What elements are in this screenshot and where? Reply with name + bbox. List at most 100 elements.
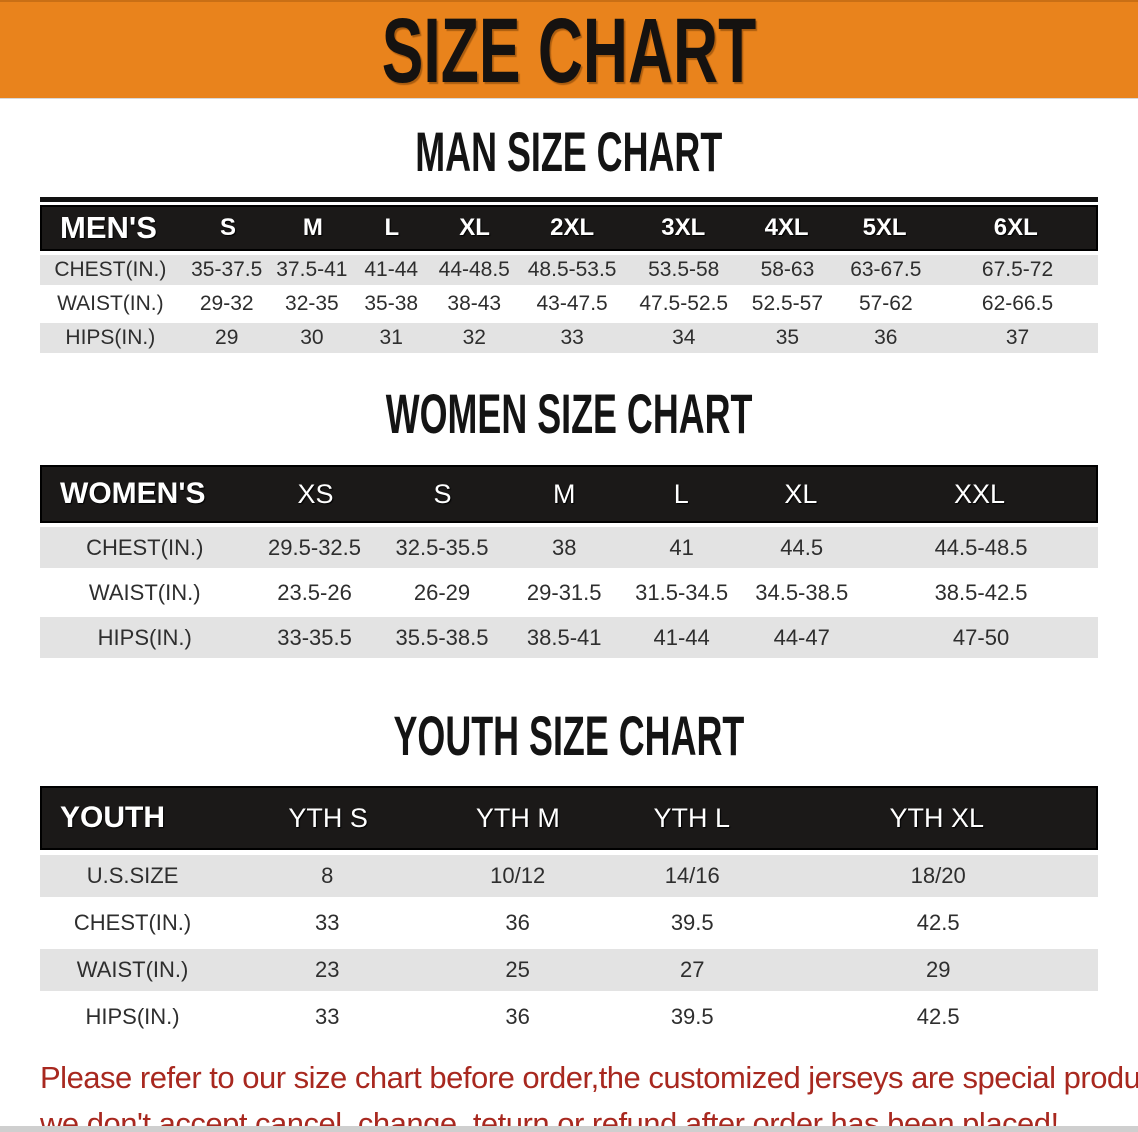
- men-size-table: MEN'S S M L XL 2XL 3XL 4XL 5XL 6XL CHEST(IN.) 35-37…: [40, 197, 1098, 353]
- table-row: CHEST(IN.) 29.5-32.5 32.5-35.5 38 41 44.5 44.5…: [40, 527, 1098, 568]
- table-cell: 30: [300, 326, 324, 349]
- column-header: YTH M: [475, 802, 560, 833]
- row-label: HIPS(IN.): [85, 1004, 180, 1029]
- column-header: M: [302, 214, 323, 241]
- table-cell: 29-32: [199, 292, 254, 315]
- table-cell: 43-47.5: [536, 292, 608, 315]
- youth-section-heading-text: YOUTH SIZE CHART: [393, 704, 745, 768]
- table-cell: 39.5: [670, 1004, 714, 1029]
- table-cell: 14/16: [664, 863, 720, 888]
- table-cell: 42.5: [916, 910, 960, 935]
- table-cell: 31.5-34.5: [635, 579, 729, 605]
- page-title: SIZE CHART: [381, 0, 757, 102]
- table-header-row: WOMEN'S XS S M L XL XXL: [40, 465, 1098, 523]
- column-header: YTH XL: [889, 802, 985, 833]
- table-header-label: WOMEN'S: [60, 477, 206, 510]
- table-row: HIPS(IN.) 33-35.5 35.5-38.5 38.5-41 41-44 44-…: [40, 617, 1098, 658]
- table-cell: 41-44: [653, 624, 710, 650]
- table-cell: 57-62: [858, 292, 913, 315]
- column-header: S: [433, 478, 452, 509]
- table-cell: 47-50: [952, 624, 1010, 650]
- table-cell: 27: [679, 957, 705, 982]
- table-cell: 47.5-52.5: [639, 292, 729, 315]
- column-header: YTH S: [288, 802, 368, 833]
- banner: SIZE CHART: [0, 0, 1138, 101]
- row-label: U.S.SIZE: [86, 863, 179, 888]
- column-header: XL: [784, 478, 818, 509]
- table-cell: 39.5: [670, 910, 714, 935]
- table-cell: 44.5: [780, 534, 824, 560]
- table-row: CHEST(IN.) 33 36 39.5 42.5: [40, 902, 1098, 944]
- table-cell: 34: [672, 326, 696, 349]
- table-cell: 62-66.5: [981, 292, 1054, 315]
- table-cell: 29: [215, 326, 239, 349]
- table-cell: 63-67.5: [850, 258, 922, 281]
- row-label: WAIST(IN.): [76, 957, 189, 982]
- table-cell: 23: [314, 957, 340, 982]
- man-section-heading-text: MAN SIZE CHART: [415, 120, 723, 184]
- row-label: WAIST(IN.): [57, 292, 164, 315]
- table-cell: 38: [551, 534, 577, 560]
- table-cell: 38.5-41: [526, 624, 602, 650]
- table-header-row: YOUTH YTH S YTH M YTH L YTH XL: [40, 786, 1098, 850]
- table-cell: 35: [775, 326, 800, 349]
- table-cell: 36: [505, 910, 530, 935]
- row-label: CHEST(IN.): [54, 258, 167, 281]
- table-cell: 42.5: [916, 1004, 960, 1029]
- table-cell: 37: [1005, 326, 1030, 349]
- table-row: HIPS(IN.) 29 30 31 32 33 34 35 36 37: [40, 323, 1098, 353]
- column-header: XL: [459, 214, 490, 241]
- row-label: CHEST(IN.): [73, 910, 192, 935]
- table-cell: 31: [379, 326, 403, 349]
- table-cell: 41-44: [364, 258, 419, 281]
- table-cell: 44.5-48.5: [934, 534, 1028, 560]
- table-cell: 32.5-35.5: [395, 534, 489, 560]
- table-header-label: YOUTH: [60, 801, 165, 834]
- table-cell: 36: [874, 326, 898, 349]
- table-cell: 34.5-38.5: [755, 579, 849, 605]
- table-cell: 38.5-42.5: [934, 579, 1028, 605]
- table-cell: 23.5-26: [277, 579, 352, 605]
- table-cell: 33: [314, 1004, 340, 1029]
- column-header: 2XL: [550, 214, 595, 241]
- women-section-heading-text: WOMEN SIZE CHART: [385, 382, 753, 446]
- column-header: 3XL: [661, 214, 706, 241]
- table-cell: 35-37.5: [191, 258, 263, 281]
- table-cell: 38-43: [447, 292, 502, 315]
- table-body: U.S.SIZE 8 10/12 14/16 18/20 CHEST(IN.) 33 36 39…: [40, 855, 1098, 1038]
- table-cell: 41: [669, 534, 694, 560]
- table-cell: 58-63: [760, 258, 815, 281]
- column-header: XS: [297, 478, 334, 509]
- table-cell: 29.5-32.5: [268, 534, 362, 560]
- table-cell: 8: [321, 863, 334, 888]
- table-cell: 52.5-57: [751, 292, 824, 315]
- row-label: HIPS(IN.): [97, 624, 192, 650]
- table-cell: 44-48.5: [438, 258, 510, 281]
- column-header: YTH L: [653, 802, 731, 833]
- row-label: WAIST(IN.): [88, 579, 201, 605]
- table-cell: 35.5-38.5: [395, 624, 489, 650]
- table-header-label: MEN'S: [60, 210, 157, 245]
- youth-size-table: YOUTH YTH S YTH M YTH L YTH XL U.S.SIZE 8 10/12…: [40, 786, 1098, 1038]
- youth-section-heading: YOUTH SIZE CHART: [0, 707, 1138, 765]
- disclaimer: Please refer to our size chart before or…: [40, 1055, 1138, 1132]
- table-cell: 29-31.5: [526, 579, 602, 605]
- table-cell: 33: [560, 326, 584, 349]
- table-cell: 53.5-58: [648, 258, 720, 281]
- row-label: CHEST(IN.): [86, 534, 204, 560]
- table-cell: 33: [314, 910, 340, 935]
- table-row: WAIST(IN.) 23.5-26 26-29 29-31.5 31.5-34.5 34…: [40, 572, 1098, 613]
- column-header: L: [384, 214, 400, 241]
- bottom-edge-strip: [0, 1126, 1138, 1132]
- table-cell: 32-35: [285, 292, 339, 315]
- table-cell: 44-47: [773, 624, 830, 650]
- table-cell: 37.5-41: [276, 258, 348, 281]
- column-header: L: [673, 478, 689, 509]
- table-row: WAIST(IN.) 29-32 32-35 35-38 38-43 43-47.5 47.…: [40, 289, 1098, 319]
- column-header: XXL: [953, 478, 1005, 509]
- table-body: CHEST(IN.) 35-37.5 37.5-41 41-44 44-48.5 48.5…: [40, 255, 1098, 353]
- table-cell: 26-29: [413, 579, 471, 605]
- column-header: 6XL: [993, 214, 1038, 241]
- women-section-heading: WOMEN SIZE CHART: [0, 385, 1138, 443]
